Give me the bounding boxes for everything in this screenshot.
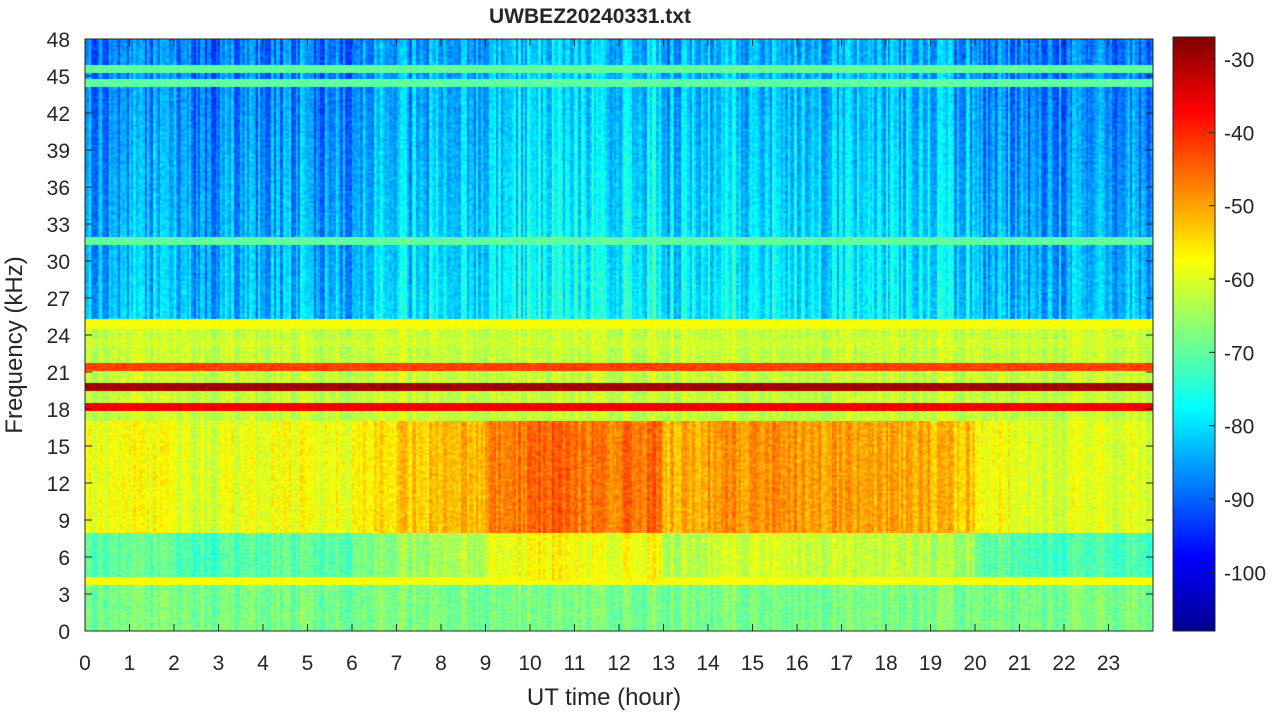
- colorbar-tick-label: -40: [1224, 122, 1254, 145]
- y-tick-label: 15: [47, 436, 70, 459]
- x-tick-label: 2: [168, 652, 180, 675]
- y-tick-label: 39: [47, 140, 70, 163]
- colorbar: [1172, 36, 1216, 632]
- colorbar-tick-label: -80: [1224, 416, 1254, 439]
- x-tick-label: 8: [435, 652, 447, 675]
- colorbar-tick-label: -90: [1224, 489, 1254, 512]
- y-tick-label: 36: [47, 177, 70, 200]
- x-tick-label: 22: [1052, 652, 1075, 675]
- y-tick-label: 42: [47, 103, 70, 126]
- y-tick-label: 33: [47, 214, 70, 237]
- colorbar-tick-label: -30: [1224, 49, 1254, 72]
- x-tick-label: 6: [346, 652, 358, 675]
- y-tick-label: 24: [47, 325, 71, 348]
- x-tick-label: 3: [213, 652, 225, 675]
- x-tick-label: 18: [874, 652, 897, 675]
- x-tick-label: 12: [607, 652, 630, 675]
- colorbar-tick-label: -100: [1224, 562, 1266, 585]
- x-tick-label: 21: [1008, 652, 1031, 675]
- x-tick-label: 23: [1097, 652, 1120, 675]
- colorbar-tick-label: -50: [1224, 196, 1254, 219]
- x-tick-label: 5: [302, 652, 314, 675]
- x-tick-label: 15: [741, 652, 764, 675]
- x-tick-label: 0: [79, 652, 91, 675]
- heatmap-container: [85, 39, 1153, 631]
- x-tick-label: 19: [919, 652, 942, 675]
- x-axis: 0 1 2 3 4 5 6 7 8 9 10 11 12 13 14 15 16 17 18 19 20 21 22 23: [79, 39, 1120, 675]
- y-tick-label: 48: [47, 29, 70, 52]
- y-axis-label: Frequency (kHz): [1, 256, 28, 433]
- x-axis-label: UT time (hour): [527, 684, 681, 711]
- colorbar-tick-label: -60: [1224, 269, 1254, 292]
- x-tick-label: 20: [963, 652, 986, 675]
- x-tick-label: 13: [652, 652, 675, 675]
- x-tick-label: 1: [124, 652, 136, 675]
- y-tick-label: 21: [47, 362, 70, 385]
- y-tick-label: 18: [47, 399, 70, 422]
- x-tick-label: 7: [391, 652, 403, 675]
- x-tick-label: 10: [518, 652, 541, 675]
- x-tick-label: 9: [480, 652, 492, 675]
- y-tick-label: 12: [47, 473, 70, 496]
- x-tick-label: 4: [257, 652, 269, 675]
- colorbar-axis: -30 -40 -50 -60 -70 -80 -90 -100: [1209, 49, 1266, 585]
- y-tick-label: 3: [58, 584, 70, 607]
- colorbar-tick-label: -70: [1224, 342, 1254, 365]
- y-tick-label: 6: [58, 547, 70, 570]
- x-tick-label: 11: [564, 652, 586, 675]
- y-tick-label: 27: [47, 288, 70, 311]
- y-tick-label: 30: [47, 251, 70, 274]
- y-tick-label: 0: [58, 621, 70, 644]
- y-tick-label: 45: [47, 66, 70, 89]
- y-tick-label: 9: [58, 510, 70, 533]
- x-tick-label: 17: [830, 652, 853, 675]
- x-tick-label: 16: [785, 652, 808, 675]
- heatmap: [85, 39, 1153, 631]
- x-tick-label: 14: [696, 652, 720, 675]
- chart-title: UWBEZ20240331.txt: [489, 5, 691, 28]
